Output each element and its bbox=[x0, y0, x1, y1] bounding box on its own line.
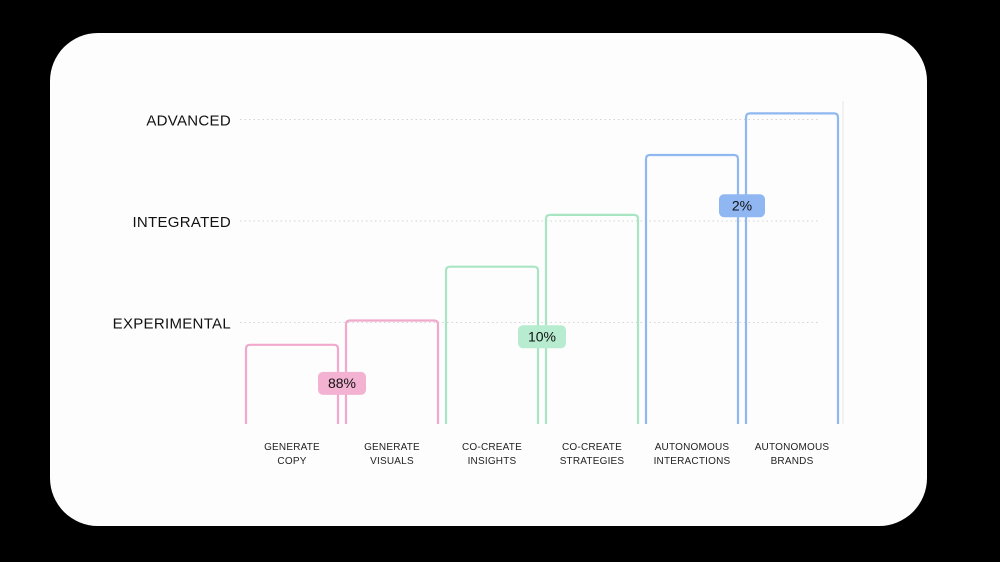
level-label: ADVANCED bbox=[146, 112, 231, 129]
percent-badge bbox=[318, 371, 366, 395]
level-label: EXPERIMENTAL bbox=[113, 315, 231, 332]
category-label: CO-CREATE bbox=[462, 442, 522, 453]
category-label: AUTONOMOUS bbox=[655, 442, 730, 453]
level-label: INTEGRATED bbox=[132, 214, 231, 231]
percent-badge bbox=[518, 325, 566, 349]
percent-label: 88% bbox=[328, 375, 356, 391]
category-label: AUTONOMOUS bbox=[755, 442, 830, 453]
category-label: STRATEGIES bbox=[560, 456, 625, 467]
bar bbox=[344, 319, 440, 424]
category-label: GENERATE bbox=[364, 442, 420, 453]
category-label: INSIGHTS bbox=[468, 456, 517, 467]
category-label: GENERATE bbox=[264, 442, 320, 453]
category-label: VISUALS bbox=[370, 456, 414, 467]
percent-label: 2% bbox=[732, 197, 752, 213]
chart-card bbox=[50, 33, 927, 526]
category-label: BRANDS bbox=[771, 456, 814, 467]
percent-badge bbox=[719, 194, 765, 218]
category-label: INTERACTIONS bbox=[654, 456, 731, 467]
percent-label: 10% bbox=[528, 328, 556, 344]
bar bbox=[444, 265, 540, 424]
bar bbox=[744, 112, 840, 424]
category-label: CO-CREATE bbox=[562, 442, 622, 453]
bar bbox=[644, 153, 740, 424]
bar bbox=[544, 213, 640, 424]
bar bbox=[244, 343, 340, 424]
category-label: COPY bbox=[277, 456, 306, 467]
